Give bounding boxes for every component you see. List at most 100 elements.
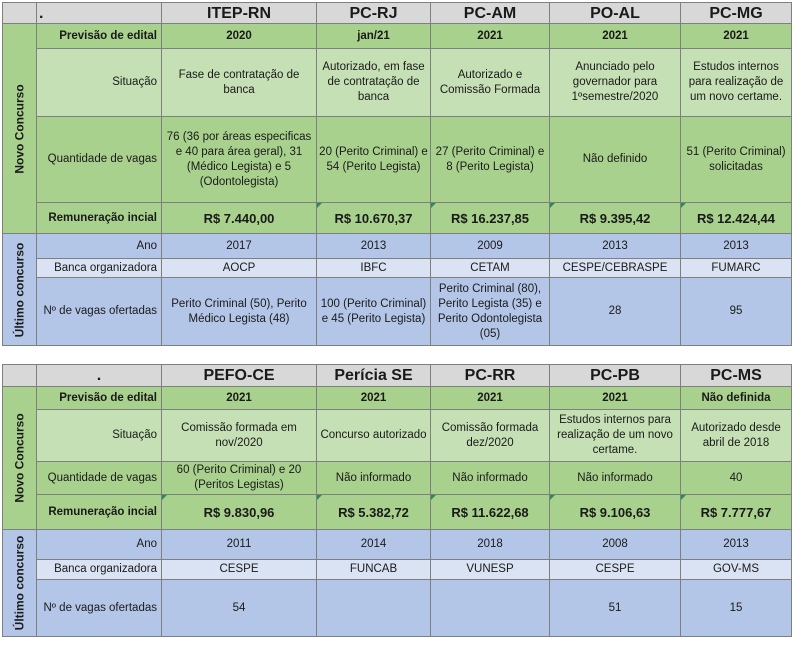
situacao-cell: Autorizado e Comissão Formada	[430, 48, 550, 117]
ofertadas-cell: Perito Criminal (80), Perito Legista (35…	[430, 277, 550, 346]
previsao-cell: 2021	[549, 23, 681, 49]
vagas-cell: Não informado	[549, 461, 681, 495]
ano-cell: 2013	[316, 233, 431, 259]
remuneracao-cell: R$ 9.106,63	[549, 494, 681, 530]
vagas-cell: 76 (36 por áreas especificas e 40 para á…	[161, 116, 317, 203]
vagas-cell: Não informado	[316, 461, 431, 495]
vagas-cell: 40	[680, 461, 792, 495]
org-header: ITEP-RN	[161, 2, 317, 24]
row-label-banca: Banca organizadora	[36, 258, 162, 278]
situacao-cell: Autorizado, em fase de contratação de ba…	[316, 48, 431, 117]
ano-cell: 2011	[161, 529, 317, 560]
row-label-previsao: Previsão de edital	[36, 386, 162, 410]
previsao-cell: 2021	[430, 386, 550, 410]
ofertadas-cell	[430, 579, 550, 637]
remuneracao-cell: R$ 7.777,67	[680, 494, 792, 530]
previsao-cell: 2021	[430, 23, 550, 49]
ofertadas-cell: 54	[161, 579, 317, 637]
row-label-banca: Banca organizadora	[36, 559, 162, 580]
ofertadas-cell	[316, 579, 431, 637]
org-header: PC-RR	[430, 364, 550, 387]
remuneracao-cell: R$ 16.237,85	[430, 202, 550, 234]
comparison-table-2: . PEFO-CE Perícia SE PC-RR PC-PB PC-MS N…	[2, 364, 792, 637]
vagas-cell: Não informado	[430, 461, 550, 495]
org-header: PC-RJ	[316, 2, 431, 24]
previsao-cell: jan/21	[316, 23, 431, 49]
org-header: PC-MS	[680, 364, 792, 387]
ano-cell: 2013	[680, 233, 792, 259]
ofertadas-cell: 15	[680, 579, 792, 637]
remuneracao-cell: R$ 5.382,72	[316, 494, 431, 530]
header-corner-label: .	[36, 2, 162, 24]
ofertadas-cell: 51	[549, 579, 681, 637]
banca-cell: FUMARC	[680, 258, 792, 278]
banca-cell: AOCP	[161, 258, 317, 278]
banca-cell: IBFC	[316, 258, 431, 278]
ultimo-concurso-section: Último concurso	[2, 529, 37, 637]
vagas-cell: 51 (Perito Criminal) solicitadas	[680, 116, 792, 203]
row-label-ofertadas: Nº de vagas ofertadas	[36, 277, 162, 346]
previsao-cell: 2021	[316, 386, 431, 410]
org-header: PC-MG	[680, 2, 792, 24]
ano-cell: 2018	[430, 529, 550, 560]
header-corner	[2, 2, 37, 24]
banca-cell: CESPE	[161, 559, 317, 580]
row-label-situacao: Situação	[36, 48, 162, 117]
situacao-cell: Concurso autorizado	[316, 409, 431, 462]
header-corner-label: .	[36, 364, 162, 387]
ofertadas-cell: Perito Criminal (50), Perito Médico Legi…	[161, 277, 317, 346]
previsao-cell: 2021	[680, 23, 792, 49]
situacao-cell: Estudos internos para realização de um n…	[680, 48, 792, 117]
situacao-cell: Fase de contratação de banca	[161, 48, 317, 117]
ofertadas-cell: 100 (Perito Criminal) e 45 (Perito Legis…	[316, 277, 431, 346]
org-header: PEFO-CE	[161, 364, 317, 387]
banca-cell: GOV-MS	[680, 559, 792, 580]
header-corner	[2, 364, 37, 387]
row-label-remuneracao: Remuneração incial	[36, 494, 162, 530]
ano-cell: 2013	[549, 233, 681, 259]
novo-concurso-section: Novo Concurso	[2, 23, 37, 234]
ano-cell: 2013	[680, 529, 792, 560]
vagas-cell: Não definido	[549, 116, 681, 203]
vagas-cell: 27 (Perito Criminal) e 8 (Perito Legista…	[430, 116, 550, 203]
row-label-ano: Ano	[36, 529, 162, 560]
org-header: PC-AM	[430, 2, 550, 24]
banca-cell: FUNCAB	[316, 559, 431, 580]
remuneracao-cell: R$ 9.395,42	[549, 202, 681, 234]
ultimo-concurso-section: Último concurso	[2, 233, 37, 346]
row-label-ano: Ano	[36, 233, 162, 259]
row-label-remuneracao: Remuneração incial	[36, 202, 162, 234]
ano-cell: 2017	[161, 233, 317, 259]
situacao-cell: Estudos internos para realização de um n…	[549, 409, 681, 462]
row-label-vagas: Quantidade de vagas	[36, 461, 162, 495]
previsao-cell: Não definida	[680, 386, 792, 410]
vagas-cell: 20 (Perito Criminal) e 54 (Perito Legist…	[316, 116, 431, 203]
novo-concurso-section: Novo Concurso	[2, 386, 37, 530]
ano-cell: 2008	[549, 529, 681, 560]
vagas-cell: 60 (Perito Criminal) e 20 (Peritos Legis…	[161, 461, 317, 495]
row-label-previsao: Previsão de edital	[36, 23, 162, 49]
previsao-cell: 2021	[549, 386, 681, 410]
ano-cell: 2009	[430, 233, 550, 259]
remuneracao-cell: R$ 10.670,37	[316, 202, 431, 234]
situacao-cell: Comissão formada dez/2020	[430, 409, 550, 462]
row-label-ofertadas: Nº de vagas ofertadas	[36, 579, 162, 637]
ofertadas-cell: 28	[549, 277, 681, 346]
row-label-situacao: Situação	[36, 409, 162, 462]
banca-cell: CESPE/CEBRASPE	[549, 258, 681, 278]
ano-cell: 2014	[316, 529, 431, 560]
previsao-cell: 2020	[161, 23, 317, 49]
comparison-table-1: . ITEP-RN PC-RJ PC-AM PO-AL PC-MG Novo C…	[2, 2, 792, 346]
banca-cell: VUNESP	[430, 559, 550, 580]
banca-cell: CETAM	[430, 258, 550, 278]
remuneracao-cell: R$ 11.622,68	[430, 494, 550, 530]
row-label-vagas: Quantidade de vagas	[36, 116, 162, 203]
situacao-cell: Autorizado desde abril de 2018	[680, 409, 792, 462]
banca-cell: CESPE	[549, 559, 681, 580]
situacao-cell: Anunciado pelo governador para 1ºsemestr…	[549, 48, 681, 117]
ofertadas-cell: 95	[680, 277, 792, 346]
remuneracao-cell: R$ 9.830,96	[161, 494, 317, 530]
remuneracao-cell: R$ 12.424,44	[680, 202, 792, 234]
org-header: PC-PB	[549, 364, 681, 387]
previsao-cell: 2021	[161, 386, 317, 410]
